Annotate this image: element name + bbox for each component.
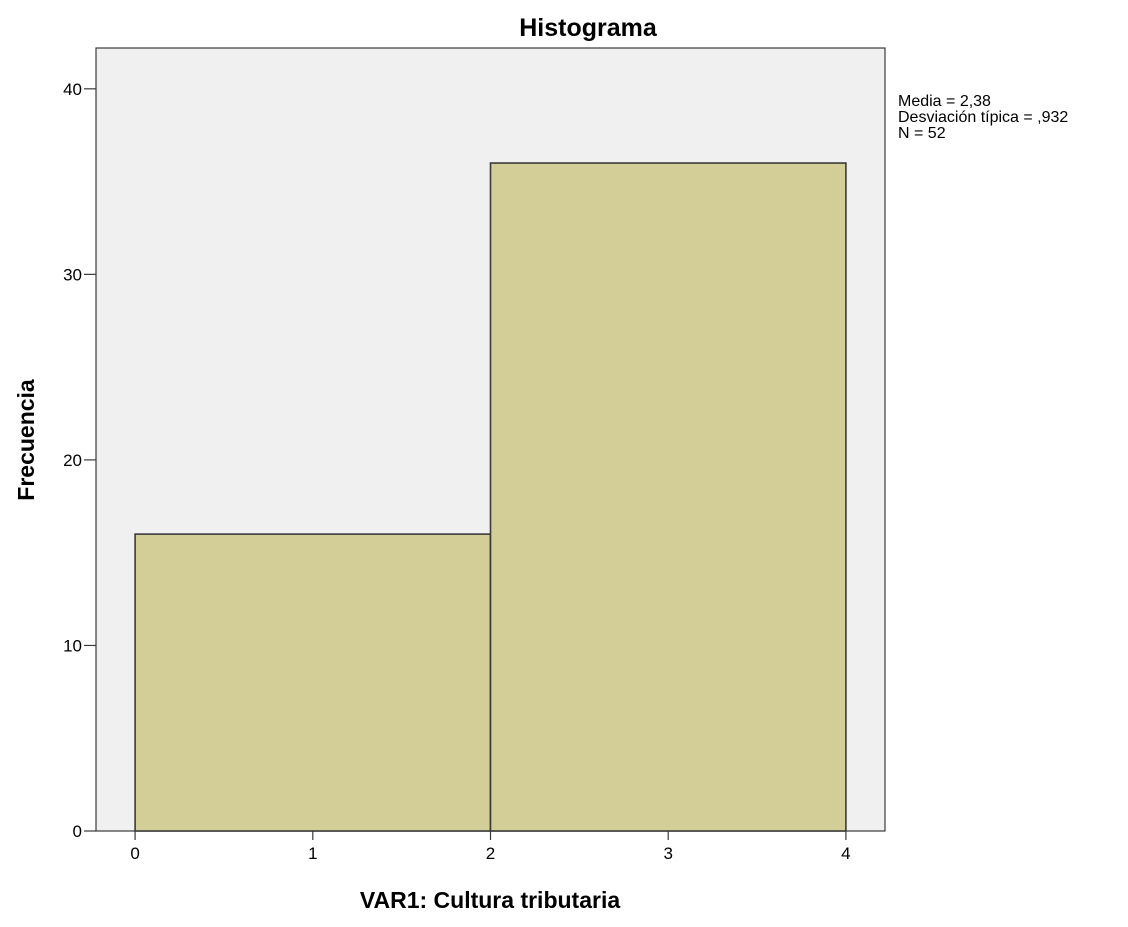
y-axis: 0 10 20 30 40 <box>63 80 96 841</box>
y-tick-label: 40 <box>63 80 82 99</box>
x-tick-label: 3 <box>663 844 672 863</box>
statistic-line-2: N = 52 <box>898 125 946 142</box>
x-axis: 0 1 2 3 4 <box>130 831 851 863</box>
histogram-bar-1 <box>489 162 847 832</box>
statistic-line-0: Media = 2,38 <box>898 93 991 110</box>
x-tick-label: 0 <box>130 844 139 863</box>
y-tick-label: 10 <box>63 636 82 655</box>
statistic-line-1: Desviación típica = ,932 <box>898 109 1068 126</box>
x-tick-label: 1 <box>308 844 317 863</box>
y-tick-label: 30 <box>63 265 82 284</box>
x-tick-label: 4 <box>841 844 850 863</box>
y-tick-label: 20 <box>63 451 82 470</box>
y-tick-label: 0 <box>73 822 82 841</box>
x-axis-label: VAR1: Cultura tributaria <box>360 887 620 913</box>
chart-title: Histograma <box>519 14 658 42</box>
bars-group <box>134 162 847 832</box>
histogram-bar-0 <box>134 533 492 832</box>
y-axis-label: Frecuencia <box>13 379 39 501</box>
x-tick-label: 2 <box>486 844 495 863</box>
